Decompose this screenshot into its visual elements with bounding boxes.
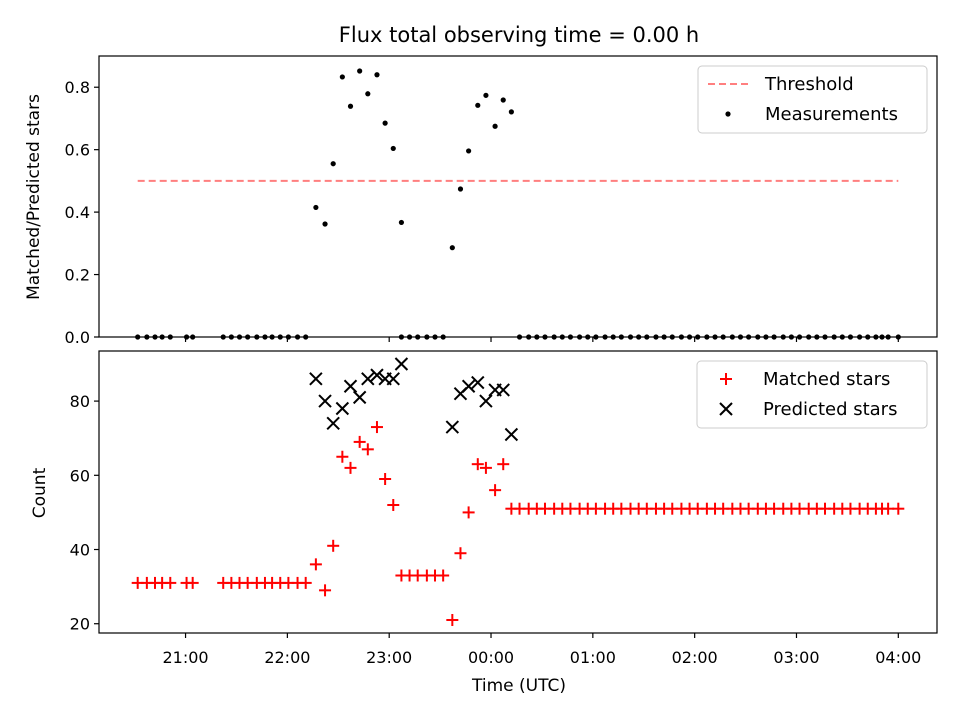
count-y-tick-label: 20 [70, 615, 90, 634]
matched-stars-point [387, 498, 400, 511]
legend-matched-label: Matched stars [763, 369, 890, 390]
measurements-point [508, 109, 514, 115]
legend-threshold-label: Threshold [764, 74, 854, 95]
matched-stars-point [489, 484, 502, 497]
count-panel: 20 40 60 80 21:00 22:00 23:00 00:00 01:00 02:00 03… [30, 350, 938, 667]
x-tick-label: 21:00 [162, 648, 208, 667]
ratio-axes: 0.0 0.2 0.4 0.6 0.8 [65, 78, 899, 347]
count-y-tick-label: 80 [70, 392, 90, 411]
ratio-y-tick-label: 0.0 [65, 328, 90, 347]
count-legend: Matched stars Predicted stars [696, 360, 928, 429]
x-tick-label: 04:00 [875, 648, 921, 667]
legend-predicted-label: Predicted stars [763, 399, 897, 420]
ratio-legend: Threshold Measurements [697, 65, 928, 134]
matched-stars-point [446, 614, 459, 627]
matched-stars-point [437, 569, 450, 582]
predicted-stars-point [370, 368, 384, 382]
measurements-point [357, 68, 363, 74]
matched-stars-point [344, 461, 357, 474]
measurements-point [339, 74, 345, 80]
predicted-stars-point [343, 379, 358, 393]
measurements-point [466, 148, 472, 154]
ratio-y-tick-label: 0.8 [65, 78, 90, 97]
count-axes: 20 40 60 80 21:00 22:00 23:00 00:00 01:00 02:00 03… [70, 392, 922, 667]
matched-stars-point [309, 558, 322, 571]
predicted-stars-point [335, 401, 350, 416]
legend-measurements-label: Measurements [765, 104, 898, 125]
ratio-y-axis-label: Matched/Predicted stars [24, 94, 44, 300]
predicted-stars-point [504, 427, 519, 442]
matched-stars-point [882, 502, 895, 515]
measurements-point [313, 204, 319, 211]
measurements-point [457, 186, 464, 192]
ratio-y-tick-label: 0.2 [65, 266, 90, 285]
measurements-point [365, 91, 371, 97]
measurements-point [398, 219, 405, 226]
predicted-stars-point [394, 357, 409, 371]
matched-stars-point [462, 506, 475, 519]
measurements-point [330, 161, 336, 167]
measurements-point [500, 97, 506, 103]
x-tick-label: 23:00 [366, 648, 412, 667]
chart-title: Flux total observing time = 0.00 h [339, 23, 699, 47]
predicted-stars-point [361, 372, 375, 386]
count-y-tick-label: 60 [70, 466, 90, 485]
ratio-y-tick-label: 0.6 [65, 141, 90, 160]
count-y-tick-label: 40 [70, 541, 90, 560]
matched-stars-point [164, 576, 177, 589]
predicted-stars-point [479, 394, 493, 408]
ratio-plot-frame [98, 55, 938, 338]
x-axis-label: Time (UTC) [471, 676, 566, 696]
matched-stars-point [497, 458, 510, 471]
matched-stars-point [892, 502, 905, 515]
ratio-marks [135, 68, 901, 340]
ratio-panel: 0.00.20.40.60.8 Matched/Predicted stars … [24, 55, 938, 347]
matched-stars-point [370, 421, 383, 434]
predicted-stars-point [386, 372, 400, 386]
predicted-stars-point [471, 375, 485, 390]
measurements-point [483, 92, 489, 98]
measurements-point [449, 245, 455, 251]
matched-stars-point [479, 461, 492, 474]
matched-stars-point [186, 576, 199, 589]
measurements-point [475, 102, 481, 108]
matched-stars-point [319, 584, 332, 597]
measurements-point [492, 123, 498, 129]
matched-stars-point [299, 576, 312, 589]
measurements-point [322, 221, 328, 227]
ratio-legend-box [697, 65, 928, 134]
x-tick-label: 02:00 [672, 648, 718, 667]
count-legend-box [696, 360, 928, 429]
matched-stars-point [353, 435, 366, 448]
legend-predicted-marker [719, 402, 733, 416]
x-tick-label: 22:00 [264, 648, 310, 667]
matched-stars-point [327, 539, 340, 552]
measurements-point [382, 120, 388, 126]
predicted-stars-point [445, 420, 460, 434]
x-tick-label: 01:00 [570, 648, 616, 667]
count-y-axis-label: Count [30, 467, 50, 518]
predicted-stars-point [309, 372, 323, 386]
count-marks [131, 357, 905, 627]
legend-measurements-marker [725, 111, 731, 117]
predicted-stars-point [496, 383, 510, 397]
measurements-point [374, 72, 380, 78]
matched-stars-point [361, 443, 374, 456]
x-tick-label: 03:00 [773, 648, 819, 667]
predicted-stars-point [318, 394, 332, 408]
x-tick-label: 00:00 [468, 648, 514, 667]
predicted-stars-point [352, 390, 367, 405]
ratio-y-tick-label: 0.4 [65, 203, 90, 222]
count-plot-frame [98, 350, 938, 634]
predicted-stars-point [326, 416, 340, 431]
matched-stars-point [336, 450, 349, 463]
matched-stars-point [454, 547, 467, 560]
legend-matched-marker [720, 373, 732, 385]
measurements-point [347, 103, 354, 109]
matched-stars-point [471, 458, 484, 471]
predicted-stars-point [461, 379, 476, 393]
matched-stars-point [379, 473, 392, 486]
measurements-point [390, 145, 396, 152]
